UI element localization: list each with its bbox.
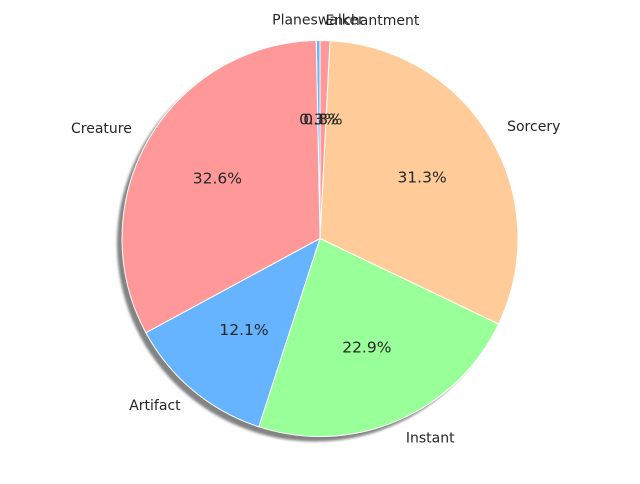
slice-percent-planeswalker: 0.3% [299, 111, 338, 129]
pie-slice-artifact [145, 238, 321, 428]
slice-percent-enchantment: 0.8% [303, 111, 342, 129]
pie-slice-creature [121, 40, 321, 334]
slice-label-enchantment: Enchantment [325, 13, 419, 29]
pie-slices [121, 40, 519, 437]
slice-percent-creature: 32.6% [193, 170, 242, 188]
slice-label-artifact: Artifact [129, 398, 181, 414]
slice-label-sorcery: Sorcery [507, 119, 560, 135]
pie-slice-instant [258, 238, 500, 437]
slice-label-planeswalker: Planeswalker [272, 13, 364, 29]
slice-label-instant: Instant [406, 431, 455, 447]
slice-percent-sorcery: 31.3% [397, 169, 446, 187]
slice-percent-instant: 22.9% [342, 339, 391, 357]
slice-percent-artifact: 12.1% [219, 321, 268, 339]
pie-slice-enchantment [319, 40, 331, 239]
pie-percent-labels: 0.3% 32.6% 12.1% 22.9% 31.3% 0.8% [193, 111, 447, 357]
slice-label-creature: Creature [71, 121, 132, 137]
pie-slice-sorcery [319, 40, 519, 325]
pie-labels: Planeswalker Creature Artifact Instant Sorce… [71, 13, 560, 447]
